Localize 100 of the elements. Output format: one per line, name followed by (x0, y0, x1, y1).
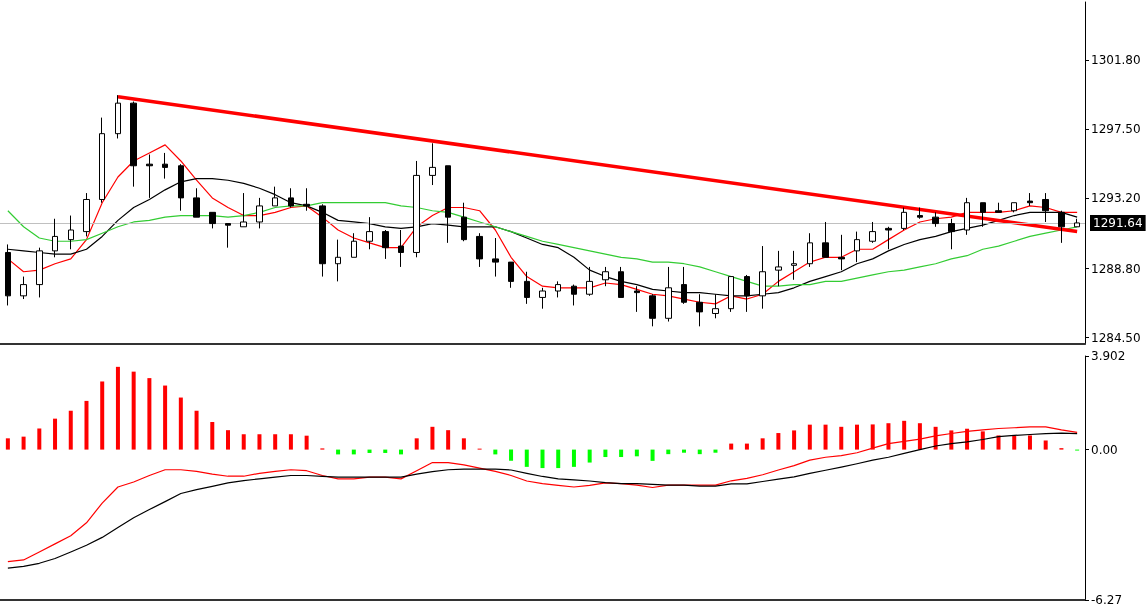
bar (776, 433, 781, 450)
candlestick (917, 207, 923, 220)
candlestick (1011, 202, 1017, 213)
candlestick (303, 187, 310, 212)
bar (760, 438, 765, 450)
candlestick (1042, 192, 1049, 223)
candlestick (885, 226, 892, 250)
candlestick (115, 94, 121, 139)
bar (682, 449, 687, 453)
bar (619, 449, 624, 458)
candlestick (807, 232, 813, 268)
candlestick (524, 271, 530, 305)
bar (509, 449, 514, 461)
candlestick (791, 250, 797, 281)
bar (37, 428, 42, 450)
bar (744, 443, 749, 450)
ref-line-label: 1291.64 (1093, 215, 1143, 230)
candlestick (256, 197, 263, 229)
candlestick (335, 239, 341, 282)
bar (461, 438, 466, 450)
y-tick-label: 0.00 (1091, 442, 1118, 457)
bar (273, 434, 278, 450)
bar (53, 418, 58, 450)
candlestick (539, 287, 546, 310)
bar (854, 424, 859, 450)
candlestick (775, 250, 782, 287)
candlestick (209, 211, 216, 229)
candlestick (20, 276, 27, 300)
bar (823, 424, 828, 450)
candlestick (964, 197, 970, 236)
candlestick (429, 142, 436, 186)
y-tick-label: 1297.50 (1091, 121, 1141, 136)
candlestick (492, 237, 499, 278)
y-tick-label: 1284.50 (1091, 330, 1141, 345)
bar (587, 449, 592, 463)
bar (839, 426, 844, 450)
candlestick (901, 207, 907, 231)
candlestick (1058, 210, 1065, 244)
bar (949, 430, 954, 450)
candlestick (193, 187, 200, 218)
bar (21, 436, 26, 450)
candlestick (932, 211, 939, 228)
candlestick (649, 293, 656, 327)
bar (1012, 435, 1017, 450)
bar (1043, 440, 1048, 450)
candlestick (555, 280, 561, 298)
y-tick-label: -6.27 (1091, 593, 1123, 607)
bar (194, 410, 199, 450)
bar (383, 449, 388, 453)
candlestick (398, 229, 404, 268)
candlestick (854, 231, 860, 263)
bar (807, 424, 812, 450)
bar (1027, 435, 1032, 450)
bar (713, 449, 718, 453)
bar (115, 366, 120, 450)
candlestick (980, 202, 986, 228)
candlestick (272, 186, 278, 207)
candlestick (288, 187, 294, 209)
bar (210, 422, 215, 450)
bar (792, 430, 797, 450)
bar (288, 434, 293, 450)
candlestick (83, 192, 90, 237)
bar (556, 449, 561, 469)
bar (5, 438, 10, 450)
y-tick-label: 1301.80 (1091, 52, 1141, 67)
candlestick (995, 202, 1002, 213)
candlestick (240, 192, 247, 228)
bar (367, 449, 372, 453)
candlestick (869, 221, 876, 244)
bar (100, 381, 105, 450)
candlestick (99, 117, 105, 204)
y-tick-label: 3.902 (1091, 349, 1126, 363)
bar (571, 449, 576, 467)
bar (131, 371, 136, 450)
candlestick (571, 284, 577, 306)
candlestick (476, 232, 483, 268)
candlestick (948, 218, 955, 250)
bar (446, 430, 451, 450)
bar (540, 449, 545, 469)
bar (178, 397, 183, 450)
bar (430, 426, 435, 450)
bar (650, 449, 655, 461)
candlestick (461, 202, 467, 242)
bar (729, 443, 734, 450)
candlestick (52, 218, 58, 258)
bar (304, 435, 309, 450)
bar (996, 435, 1001, 450)
y-tick-label: 1293.20 (1091, 190, 1141, 205)
line-series (7, 202, 1078, 287)
bar (68, 410, 73, 450)
bar (603, 449, 608, 458)
candlestick (225, 223, 231, 249)
candlestick (1027, 192, 1033, 207)
bar (226, 430, 231, 450)
bar (147, 378, 152, 450)
bar (257, 434, 262, 450)
bar (241, 434, 246, 450)
candlestick (319, 203, 326, 278)
bar (524, 449, 529, 467)
candlestick (351, 232, 357, 258)
